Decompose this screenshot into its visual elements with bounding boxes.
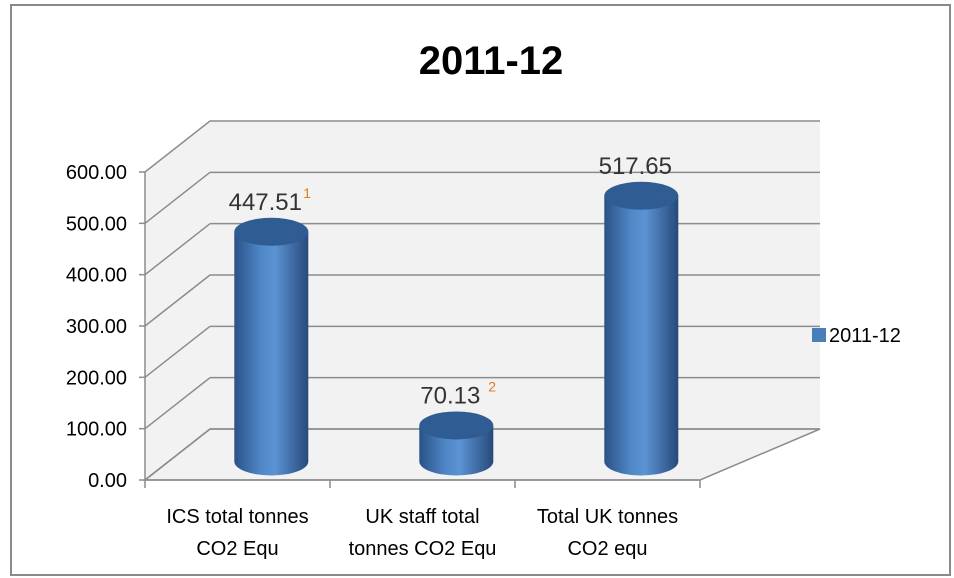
data-label-note: 2 — [488, 378, 496, 394]
y-tick-label: 200.00 — [66, 367, 127, 389]
gridlines — [139, 120, 820, 488]
category-label: Total UK tonnes — [537, 506, 678, 528]
x-axis-categories: ICS total tonnes CO2 Equ UK staff total ton… — [166, 506, 678, 560]
gridline-diagonal — [144, 325, 211, 378]
bar — [604, 181, 679, 476]
gridline-diagonal — [144, 274, 211, 327]
bar-chart: 0.00 100.00 200.00 300.00 400.00 500.00 600.00… — [66, 39, 901, 560]
category-label: ICS total tonnes — [166, 506, 308, 528]
gridline-diagonal — [144, 377, 211, 430]
bar-top — [234, 217, 309, 246]
data-label: 70.13 — [420, 382, 480, 409]
y-axis-ticks: 0.00 100.00 200.00 300.00 400.00 500.00 600.00 — [66, 162, 127, 492]
y-tick-label: 0.00 — [88, 470, 127, 492]
gridline-diagonal — [144, 120, 211, 173]
category-label: CO2 Equ — [196, 538, 278, 560]
bar-body — [419, 425, 494, 476]
y-tick-label: 500.00 — [66, 213, 127, 235]
y-tick-label: 300.00 — [66, 316, 127, 338]
data-label-note: 1 — [303, 185, 311, 201]
legend-label: 2011-12 — [829, 325, 901, 347]
legend: 2011-12 — [812, 325, 901, 347]
bar — [234, 217, 309, 476]
gridline-diagonal — [144, 223, 211, 276]
bar-top — [419, 411, 494, 440]
chart-frame: 0.00 100.00 200.00 300.00 400.00 500.00 600.00… — [10, 4, 951, 576]
data-label: 447.51 — [229, 189, 302, 216]
data-label: 517.65 — [599, 153, 672, 180]
y-tick-label: 100.00 — [66, 419, 127, 441]
chart-title: 2011-12 — [419, 39, 564, 83]
legend-swatch — [812, 328, 826, 342]
y-tick-label: 400.00 — [66, 265, 127, 287]
category-label: tonnes CO2 Equ — [349, 538, 497, 560]
bar — [419, 411, 494, 476]
data-labels: 447.51 1 70.13 2 517.65 — [229, 153, 672, 410]
category-label: UK staff total — [365, 506, 479, 528]
bar-body — [604, 195, 679, 476]
category-label: CO2 equ — [567, 538, 647, 560]
bar-top — [604, 181, 679, 210]
y-tick-label: 600.00 — [66, 162, 127, 184]
gridline-diagonal — [144, 428, 211, 481]
bars — [234, 181, 679, 476]
bar-body — [234, 231, 309, 476]
gridline-diagonal — [144, 171, 211, 224]
